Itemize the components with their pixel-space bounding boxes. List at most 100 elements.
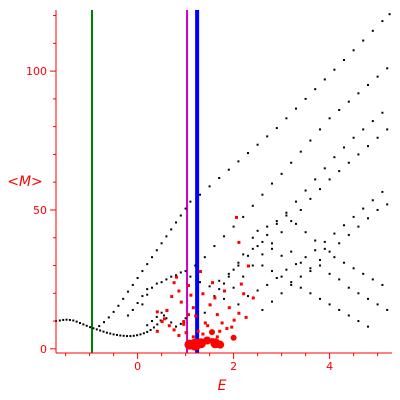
black-point <box>309 197 312 200</box>
black-point <box>251 236 254 239</box>
black-point <box>381 20 384 23</box>
black-point <box>381 111 384 114</box>
black-point <box>109 332 112 335</box>
black-point <box>151 320 153 323</box>
red-point <box>247 264 250 268</box>
black-point <box>203 256 206 259</box>
black-point <box>290 220 293 223</box>
black-point <box>131 308 134 311</box>
red-point <box>239 282 243 286</box>
y-tick-label: 0 <box>40 343 47 356</box>
black-point <box>227 275 230 278</box>
black-point <box>304 231 307 234</box>
black-point <box>367 217 369 220</box>
black-point <box>290 281 293 284</box>
red-point <box>191 306 195 310</box>
black-point <box>352 49 355 52</box>
black-point <box>213 295 216 298</box>
black-point <box>261 193 264 196</box>
black-point <box>218 279 221 282</box>
black-point <box>309 270 312 273</box>
black-point <box>343 224 345 227</box>
black-point <box>112 333 115 336</box>
black-point <box>309 139 312 142</box>
black-point <box>156 323 159 326</box>
black-point <box>338 108 341 111</box>
black-point <box>160 311 163 314</box>
black-point <box>237 261 240 264</box>
black-point <box>386 203 389 206</box>
black-point <box>319 264 321 267</box>
black-point <box>98 325 101 328</box>
black-point <box>65 318 68 321</box>
black-point <box>58 319 61 322</box>
black-point <box>261 253 264 256</box>
black-point <box>82 323 85 326</box>
red-point <box>223 289 226 293</box>
black-point <box>367 83 369 86</box>
black-point <box>280 172 283 175</box>
black-point <box>189 200 192 203</box>
black-point <box>314 249 317 252</box>
black-point <box>146 263 149 266</box>
black-point <box>357 292 360 295</box>
black-point <box>218 288 221 291</box>
tick-labels: 0 2 4 0 50 100 <box>26 65 333 373</box>
black-point <box>304 97 307 100</box>
black-point <box>261 308 264 311</box>
black-point <box>95 328 98 331</box>
black-point <box>251 264 254 267</box>
black-point <box>367 325 369 328</box>
black-point <box>237 264 240 267</box>
black-point <box>362 207 365 210</box>
black-point <box>362 39 365 42</box>
black-point <box>175 274 177 277</box>
black-point <box>280 231 283 234</box>
black-point <box>371 278 374 281</box>
black-point <box>242 215 245 218</box>
black-point <box>280 292 283 295</box>
black-point <box>333 256 336 259</box>
black-point <box>314 88 317 91</box>
black-point <box>213 245 216 248</box>
black-point <box>189 275 192 278</box>
red-point <box>244 315 248 319</box>
black-point <box>357 320 360 323</box>
black-point <box>223 235 225 238</box>
black-point <box>117 304 120 307</box>
black-point <box>386 308 389 311</box>
black-point <box>295 263 297 266</box>
black-point <box>139 333 142 336</box>
red-point <box>179 300 183 304</box>
black-point <box>343 58 345 61</box>
black-point <box>155 315 158 318</box>
black-point <box>338 308 341 311</box>
black-point <box>105 331 108 334</box>
black-point <box>376 303 379 306</box>
red-point <box>208 303 212 307</box>
black-point <box>119 334 122 337</box>
black-point <box>328 178 331 181</box>
black-point <box>232 286 235 289</box>
black-point <box>179 322 182 325</box>
black-point <box>271 242 273 245</box>
black-point <box>99 329 102 332</box>
black-point <box>266 225 269 228</box>
black-point <box>319 258 321 261</box>
black-point <box>223 297 225 300</box>
black-point <box>376 75 379 78</box>
black-point <box>290 283 293 286</box>
black-point <box>251 247 254 250</box>
black-point <box>152 326 155 329</box>
red-point <box>242 292 246 296</box>
black-point <box>179 214 182 217</box>
black-point <box>132 334 135 337</box>
axes <box>55 10 392 354</box>
red-point <box>230 325 234 329</box>
black-point <box>165 278 168 281</box>
red-point <box>170 295 174 299</box>
red-point <box>160 320 164 324</box>
black-point <box>371 29 374 32</box>
black-point <box>280 275 283 278</box>
